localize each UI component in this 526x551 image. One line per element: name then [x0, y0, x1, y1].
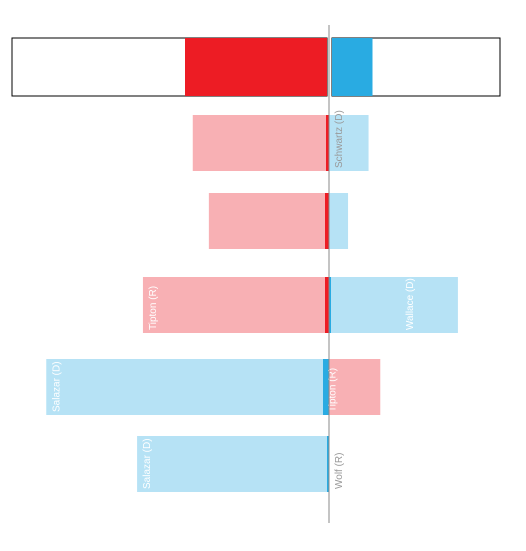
bar-left-row-2 [208, 193, 329, 249]
marker-left-row-4 [323, 359, 329, 415]
label-right-row-3: Wallace (D) [405, 278, 416, 330]
summary-bar-r [185, 38, 327, 96]
bar-left-row-5 [137, 436, 329, 492]
marker-left-row-3 [325, 277, 329, 333]
bar-left-row-3 [142, 277, 329, 333]
bar-right-row-1 [329, 115, 369, 171]
summary-bar-d [332, 38, 373, 96]
label-right-row-4: Tipton (R) [327, 368, 338, 412]
label-left-row-3: Tipton (R) [148, 286, 159, 330]
bar-right-row-3 [329, 277, 458, 333]
label-right-row-1: Schwartz (D) [334, 110, 345, 168]
bar-left-row-1 [192, 115, 329, 171]
bar-left-row-4 [46, 359, 329, 415]
label-left-row-5: Salazar (D) [142, 438, 153, 489]
bar-right-row-2 [329, 193, 349, 249]
marker-left-row-5 [327, 436, 329, 492]
marker-right-row-3 [329, 277, 331, 333]
label-left-row-4: Salazar (D) [51, 361, 62, 412]
bar-right-row-4 [329, 359, 381, 415]
label-right-row-5: Wolf (R) [334, 453, 345, 489]
marker-left-row-1 [326, 115, 329, 171]
marker-left-row-2 [325, 193, 329, 249]
